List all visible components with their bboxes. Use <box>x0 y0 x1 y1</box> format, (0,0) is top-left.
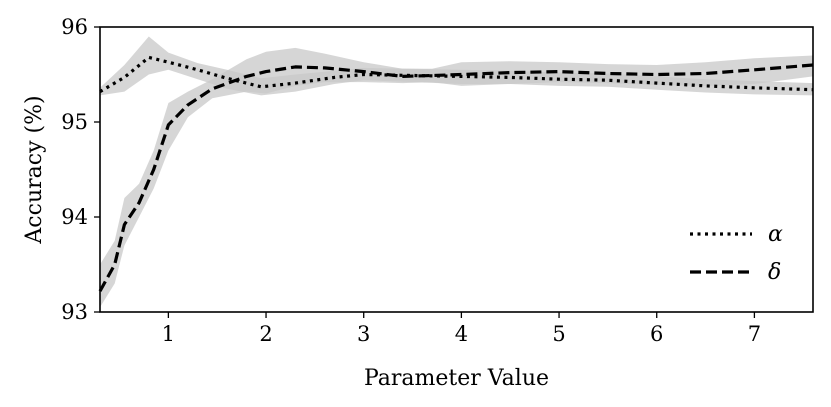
x-tick-label: 7 <box>748 322 761 346</box>
y-tick-label: 96 <box>61 15 88 39</box>
x-tick-label: 2 <box>259 322 272 346</box>
y-axis: 93 94 95 96 <box>61 15 100 324</box>
x-tick-label: 3 <box>357 322 370 346</box>
legend-label-0: α <box>768 222 783 247</box>
legend: αδ <box>690 222 783 285</box>
band-series-1 <box>100 47 813 308</box>
x-tick-label: 1 <box>162 322 175 346</box>
y-axis-title: Accuracy (%) <box>22 95 47 244</box>
x-tick-label: 5 <box>552 322 565 346</box>
plot-frame <box>99 26 814 313</box>
x-tick-label: 6 <box>650 322 663 346</box>
series-lines <box>98 55 814 292</box>
y-tick-label: 94 <box>61 205 88 229</box>
x-axis-title: Parameter Value <box>364 366 549 391</box>
y-tick-label: 93 <box>61 300 88 324</box>
line-series-0 <box>99 55 814 93</box>
confidence-bands <box>100 36 813 308</box>
line-series-1 <box>98 63 814 292</box>
x-tick-label: 4 <box>455 322 468 346</box>
legend-label-1: δ <box>768 260 781 285</box>
y-tick-label: 95 <box>61 110 88 134</box>
x-axis: 1 2 3 4 5 6 7 <box>162 312 761 346</box>
